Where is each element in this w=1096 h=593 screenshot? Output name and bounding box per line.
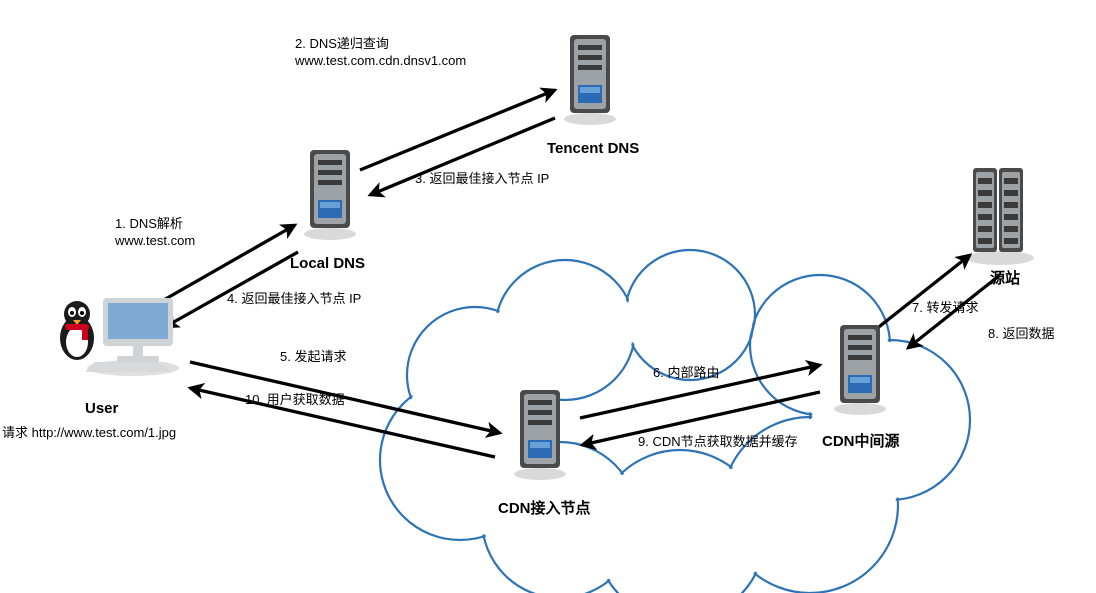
node-local_dns-icon: [304, 150, 356, 240]
edge-label-e3-line0: 3. 返回最佳接入节点 IP: [415, 171, 549, 188]
node-user-icon: [60, 298, 179, 376]
node-cdn_edge-icon: [514, 390, 566, 480]
edge-label-e5-line0: 5. 发起请求: [280, 349, 346, 366]
cdn-cloud: [380, 250, 970, 593]
edge-e7: [875, 255, 970, 330]
node-origin-label: 源站: [990, 267, 1020, 288]
edge-label-e6: 6. 内部路由: [653, 365, 719, 382]
edge-e2: [360, 90, 555, 170]
edge-label-e10: 10. 用户获取数据: [245, 392, 345, 409]
edge-e5: [190, 362, 500, 433]
edge-label-e2-line0: 2. DNS递归查询: [295, 36, 466, 53]
edge-label-e8: 8. 返回数据: [988, 326, 1054, 343]
node-cdn_mid-label: CDN中间源: [822, 430, 900, 451]
edge-label-e9-line0: 9. CDN节点获取数据并缓存: [638, 434, 798, 451]
edge-e4: [165, 252, 298, 327]
edge-label-e4: 4. 返回最佳接入节点 IP: [227, 291, 361, 308]
edge-label-e6-line0: 6. 内部路由: [653, 365, 719, 382]
node-cdn_edge-label: CDN接入节点: [498, 497, 591, 518]
diagram-stage: User Local DNS Tencent DNS CDN接入节点 CDN中间源 源站 1…: [0, 0, 1096, 593]
edge-label-e7: 7. 转发请求: [912, 300, 978, 317]
edge-label-e5: 5. 发起请求: [280, 349, 346, 366]
node-cdn_mid-icon: [834, 325, 886, 415]
edge-label-e1-line1: www.test.com: [115, 233, 195, 250]
edge-label-e2-line1: www.test.com.cdn.dnsv1.com: [295, 53, 466, 70]
node-local_dns-label: Local DNS: [290, 255, 365, 272]
node-tencent_dns-icon: [564, 35, 616, 125]
extra-label-request_url: 请求 http://www.test.com/1.jpg: [2, 422, 176, 441]
node-user-label: User: [85, 400, 118, 417]
edge-label-e4-line0: 4. 返回最佳接入节点 IP: [227, 291, 361, 308]
edge-label-e1-line0: 1. DNS解析: [115, 216, 195, 233]
edge-label-e10-line0: 10. 用户获取数据: [245, 392, 345, 409]
node-icons: [60, 35, 1034, 480]
edge-label-e9: 9. CDN节点获取数据并缓存: [638, 434, 798, 451]
node-origin-icon: [966, 168, 1034, 265]
node-tencent_dns-label: Tencent DNS: [547, 140, 639, 157]
edge-label-e3: 3. 返回最佳接入节点 IP: [415, 171, 549, 188]
edge-label-e2: 2. DNS递归查询www.test.com.cdn.dnsv1.com: [295, 36, 466, 70]
edge-label-e1: 1. DNS解析www.test.com: [115, 216, 195, 250]
edge-label-e7-line0: 7. 转发请求: [912, 300, 978, 317]
edge-label-e8-line0: 8. 返回数据: [988, 326, 1054, 343]
